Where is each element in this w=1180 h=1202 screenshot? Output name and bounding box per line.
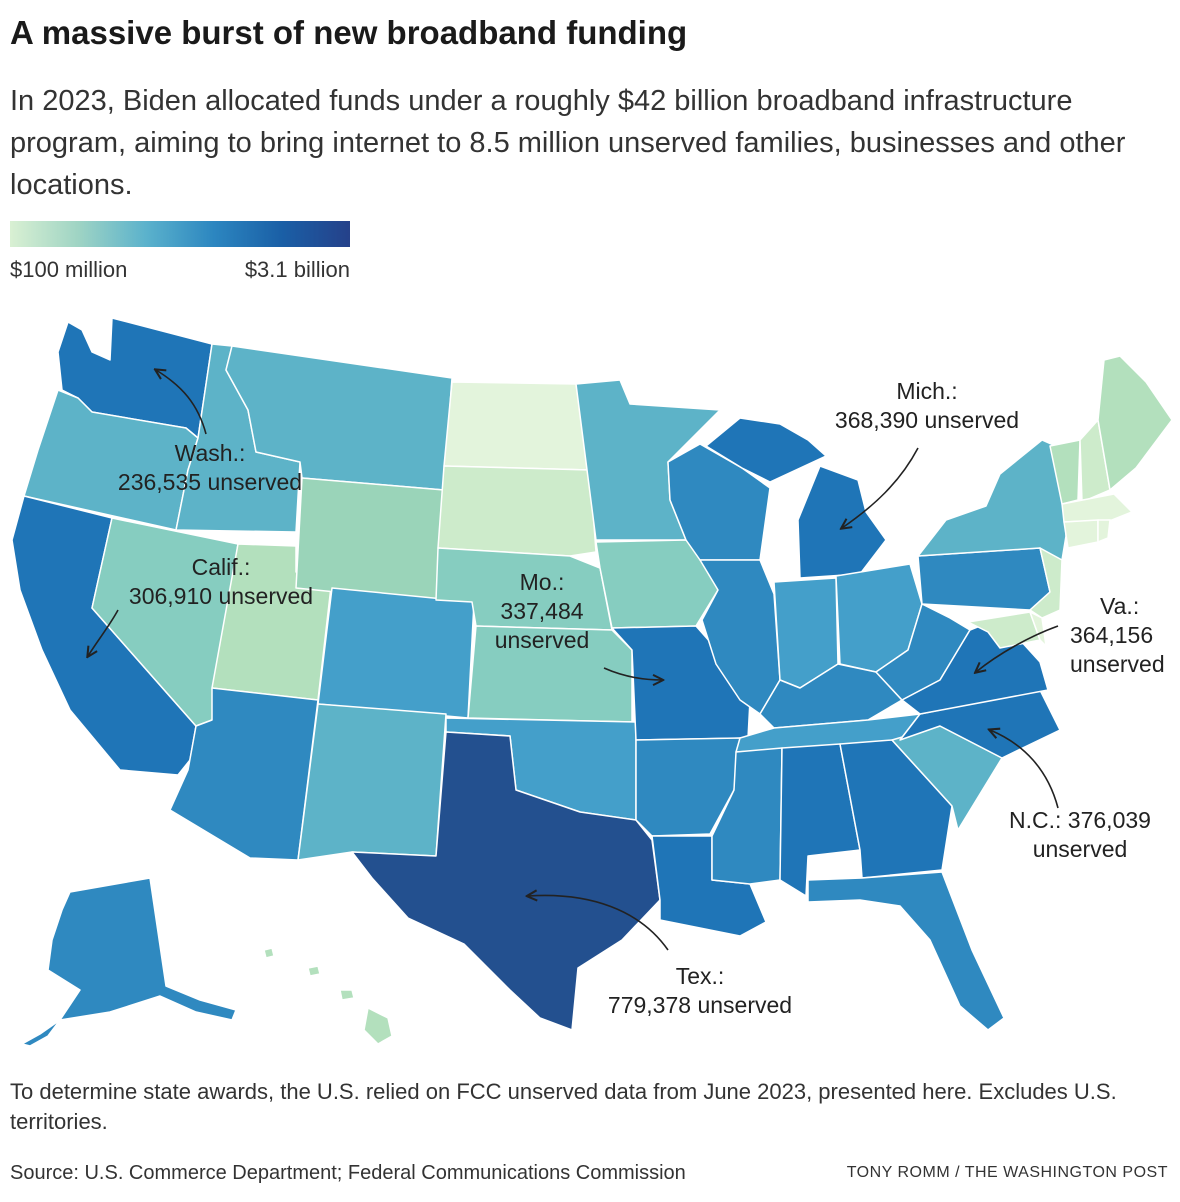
callout-california-state: Calif.: <box>191 554 251 580</box>
callout-missouri: Mo.: 337,484 unserved <box>480 568 604 655</box>
callout-virginia-value: 364,156 <box>1070 622 1154 648</box>
state-massachusetts <box>1061 493 1133 523</box>
state-hawaii-oahu <box>307 965 321 977</box>
legend-max-label: $3.1 billion <box>244 257 350 282</box>
chart-subtitle: In 2023, Biden allocated funds under a r… <box>10 85 1126 201</box>
state-alaska <box>47 877 237 1021</box>
state-rhode-island <box>1097 519 1111 543</box>
state-michigan-upper <box>705 417 827 483</box>
arrow-north-carolina <box>990 730 1059 809</box>
callout-california: Calif.: 306,910 unserved <box>106 553 336 611</box>
state-illinois <box>699 559 781 715</box>
callout-california-value: 306,910 unserved <box>128 583 314 609</box>
legend-min-label: $100 million <box>10 257 128 282</box>
state-delaware <box>1029 611 1047 647</box>
callout-texas-state: Tex.: <box>675 963 725 989</box>
state-vermont <box>1049 439 1081 505</box>
arrow-washington <box>156 370 207 435</box>
callout-virginia-unit: unserved <box>1070 651 1165 677</box>
callout-texas: Tex.: 779,378 unserved <box>588 962 812 1020</box>
callout-missouri-state: Mo.: <box>519 569 565 595</box>
callout-michigan-state: Mich.: <box>896 378 958 404</box>
arrow-michigan <box>842 447 919 528</box>
state-new-mexico <box>297 703 447 861</box>
state-pennsylvania <box>917 547 1051 611</box>
state-hawaii-big-island <box>363 1007 393 1045</box>
credit-line: TONY ROMM / THE WASHINGTON POST <box>846 1164 1168 1181</box>
callout-virginia: Va.: 364,156 unserved <box>1062 592 1180 679</box>
source-line: Source: U.S. Commerce Department; Federa… <box>10 1162 686 1184</box>
legend-color-scale <box>10 221 350 247</box>
callout-missouri-unit: unserved <box>494 627 590 653</box>
state-hawaii-maui <box>339 989 355 1001</box>
arrow-california <box>88 609 119 656</box>
arrow-missouri <box>603 667 662 680</box>
state-kansas <box>467 625 633 723</box>
callout-washington-value: 236,535 unserved <box>117 469 303 495</box>
callout-washington: Wash.: 236,535 unserved <box>100 439 320 497</box>
footnote: To determine state awards, the U.S. reli… <box>10 1079 1117 1134</box>
callout-north-carolina: N.C.: 376,039 unserved <box>992 806 1168 864</box>
arrow-texas <box>528 895 669 951</box>
state-north-dakota <box>443 381 591 471</box>
state-alaska-aleutians <box>21 1019 61 1047</box>
state-texas <box>351 731 661 1031</box>
callout-texas-value: 779,378 unserved <box>607 992 793 1018</box>
callout-north-carolina-state: N.C.: 376,039 <box>1009 807 1151 833</box>
state-colorado <box>317 587 475 719</box>
state-maine <box>1097 355 1173 491</box>
arrow-virginia <box>976 625 1059 672</box>
callout-michigan-value: 368,390 unserved <box>834 407 1020 433</box>
state-michigan-lower <box>797 465 887 579</box>
state-hawaii-kauai <box>263 947 275 959</box>
state-connecticut <box>1063 519 1099 549</box>
callout-michigan: Mich.: 368,390 unserved <box>812 377 1042 435</box>
chart-title: A massive burst of new broadband funding <box>10 14 688 51</box>
callout-north-carolina-unit: unserved <box>1032 836 1128 862</box>
state-florida <box>807 871 1005 1031</box>
state-south-dakota <box>437 465 597 557</box>
callout-virginia-state: Va.: <box>1100 593 1140 619</box>
callout-washington-state: Wash.: <box>174 440 246 466</box>
callout-missouri-value: 337,484 <box>500 598 584 624</box>
